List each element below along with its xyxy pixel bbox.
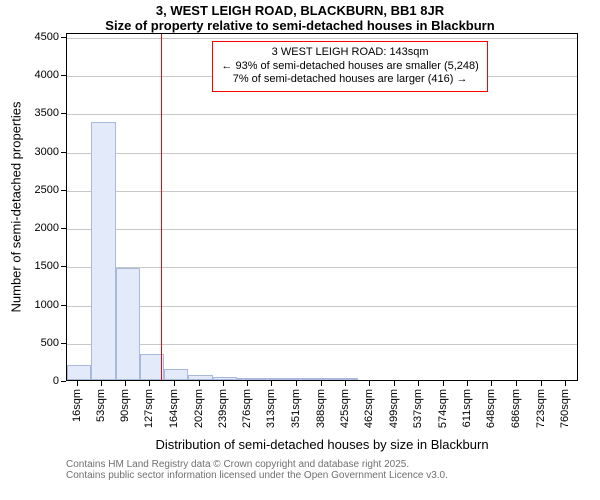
y-tick-label: 3000	[35, 146, 59, 158]
x-tick-mark	[345, 381, 346, 386]
x-tick-label: 313sqm	[265, 389, 277, 428]
y-tick-mark	[61, 228, 66, 229]
y-tick-label: 3500	[35, 107, 59, 119]
x-tick-mark	[149, 381, 150, 386]
x-tick-mark	[369, 381, 370, 386]
reference-line	[161, 34, 162, 380]
y-tick-mark	[61, 305, 66, 306]
histogram-bar	[213, 377, 237, 380]
annotation-line: 3 WEST LEIGH ROAD: 143sqm	[221, 46, 478, 60]
x-tick-label: 16sqm	[71, 389, 83, 422]
x-tick-mark	[271, 381, 272, 386]
copyright-line: Contains public sector information licen…	[66, 470, 448, 481]
x-tick-mark	[443, 381, 444, 386]
histogram-bar	[310, 378, 334, 380]
copyright-notice: Contains HM Land Registry data © Crown c…	[66, 459, 448, 481]
x-tick-mark	[125, 381, 126, 386]
x-tick-mark	[418, 381, 419, 386]
page-title-line1: 3, WEST LEIGH ROAD, BLACKBURN, BB1 8JR	[0, 3, 600, 18]
x-tick-label: 537sqm	[412, 389, 424, 428]
x-tick-label: 760sqm	[559, 389, 571, 428]
x-tick-label: 648sqm	[485, 389, 497, 428]
y-tick-label: 2000	[35, 222, 59, 234]
x-tick-mark	[223, 381, 224, 386]
x-tick-label: 276sqm	[241, 389, 253, 428]
x-tick-label: 351sqm	[290, 389, 302, 428]
x-tick-mark	[247, 381, 248, 386]
annotation-box: 3 WEST LEIGH ROAD: 143sqm← 93% of semi-d…	[212, 41, 487, 92]
x-tick-mark	[101, 381, 102, 386]
x-tick-mark	[565, 381, 566, 386]
x-tick-label: 164sqm	[168, 389, 180, 428]
x-tick-label: 425sqm	[339, 389, 351, 428]
y-tick-mark	[61, 266, 66, 267]
x-tick-mark	[541, 381, 542, 386]
x-tick-mark	[394, 381, 395, 386]
gridline	[67, 153, 577, 154]
x-tick-label: 611sqm	[461, 389, 473, 427]
x-tick-label: 239sqm	[217, 389, 229, 428]
x-axis-label: Distribution of semi-detached houses by …	[155, 437, 488, 452]
x-tick-mark	[321, 381, 322, 386]
y-tick-label: 1500	[35, 260, 59, 272]
y-tick-label: 1000	[35, 299, 59, 311]
x-tick-label: 127sqm	[143, 389, 155, 428]
x-tick-label: 388sqm	[315, 389, 327, 428]
x-tick-label: 686sqm	[510, 389, 522, 428]
histogram-bar	[237, 378, 261, 380]
gridline	[67, 344, 577, 345]
histogram-bar	[286, 378, 310, 380]
y-axis-label: Number of semi-detached properties	[9, 102, 24, 313]
y-tick-label: 500	[41, 337, 59, 349]
gridline	[67, 191, 577, 192]
x-tick-label: 202sqm	[193, 389, 205, 428]
copyright-line: Contains HM Land Registry data © Crown c…	[66, 459, 448, 470]
gridline	[67, 306, 577, 307]
x-tick-mark	[77, 381, 78, 386]
x-tick-label: 574sqm	[437, 389, 449, 428]
plot-area: 3 WEST LEIGH ROAD: 143sqm← 93% of semi-d…	[66, 33, 578, 381]
y-tick-mark	[61, 75, 66, 76]
x-tick-mark	[516, 381, 517, 386]
gridline	[67, 229, 577, 230]
x-tick-label: 462sqm	[363, 389, 375, 428]
y-tick-label: 0	[53, 375, 59, 387]
x-tick-mark	[174, 381, 175, 386]
page-title-line2: Size of property relative to semi-detach…	[0, 18, 600, 33]
x-tick-mark	[296, 381, 297, 386]
annotation-line: 7% of semi-detached houses are larger (4…	[221, 73, 478, 87]
chart-container: 3 WEST LEIGH ROAD: 143sqm← 93% of semi-d…	[0, 33, 600, 493]
histogram-bar	[91, 122, 115, 380]
histogram-bar	[261, 378, 285, 380]
y-tick-mark	[61, 37, 66, 38]
y-tick-label: 4000	[35, 69, 59, 81]
y-tick-mark	[61, 152, 66, 153]
y-tick-mark	[61, 113, 66, 114]
gridline	[67, 267, 577, 268]
histogram-bar	[188, 375, 212, 380]
histogram-bar	[334, 378, 358, 380]
y-tick-label: 4500	[35, 31, 59, 43]
x-tick-label: 53sqm	[95, 389, 107, 422]
histogram-bar	[116, 268, 140, 380]
x-tick-mark	[199, 381, 200, 386]
y-tick-mark	[61, 190, 66, 191]
x-tick-mark	[491, 381, 492, 386]
y-tick-mark	[61, 381, 66, 382]
y-tick-label: 2500	[35, 184, 59, 196]
x-tick-label: 499sqm	[388, 389, 400, 428]
y-tick-mark	[61, 343, 66, 344]
x-tick-label: 90sqm	[119, 389, 131, 422]
histogram-bar	[164, 369, 188, 380]
x-tick-mark	[467, 381, 468, 386]
annotation-line: ← 93% of semi-detached houses are smalle…	[221, 60, 478, 74]
histogram-bar	[67, 365, 91, 380]
gridline	[67, 38, 577, 39]
x-tick-label: 723sqm	[535, 389, 547, 428]
gridline	[67, 114, 577, 115]
